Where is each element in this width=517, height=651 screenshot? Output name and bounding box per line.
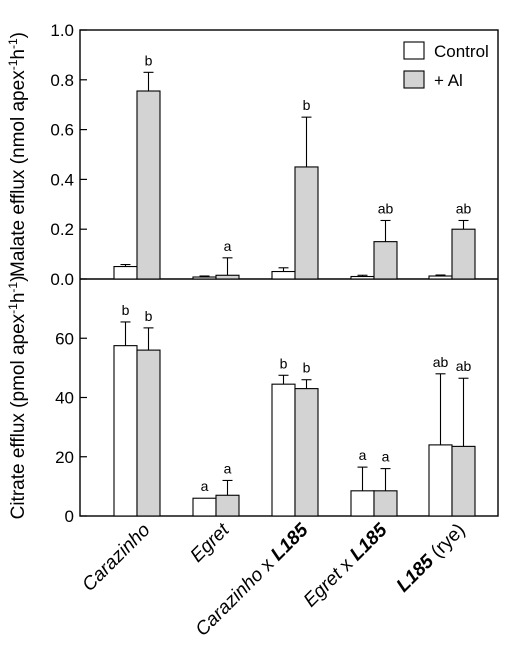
y-axis-title-part: -1 (6, 282, 20, 293)
y-tick-label: 0.8 (50, 71, 74, 90)
bar-al (136, 349, 161, 517)
bar-al (451, 445, 476, 517)
bar-al (373, 241, 398, 280)
significance-label: b (280, 355, 288, 371)
bar-control (428, 275, 453, 280)
y-axis-title-part: h (8, 49, 29, 60)
y-tick-label: 0.0 (50, 270, 74, 289)
y-tick-label: 40 (55, 389, 74, 408)
y-axis-title-part: ) (8, 32, 29, 38)
bar-control (113, 345, 138, 517)
x-category-label-part: Egret (187, 519, 234, 566)
x-category-label-part: L185 (346, 519, 392, 565)
y-tick-label: 0.6 (50, 121, 74, 140)
bar-al (294, 388, 319, 517)
bar-control (192, 276, 217, 280)
significance-label: a (201, 478, 209, 494)
bar-control (113, 265, 138, 280)
x-category-label: Egret (187, 519, 234, 566)
significance-label: ab (378, 200, 394, 216)
y-tick-label: 60 (55, 329, 74, 348)
bar-al (136, 90, 161, 280)
x-category-label-part: Carazinho (78, 520, 154, 596)
y-tick-label: 0.4 (50, 170, 74, 189)
bar-al (373, 490, 398, 517)
x-category-label-part: (rye) (423, 520, 469, 566)
legend-label: + Al (434, 71, 463, 90)
y-tick-label: 20 (55, 448, 74, 467)
x-category-label: Carazinho (78, 520, 154, 596)
bar-control (350, 275, 375, 280)
bar-control (350, 490, 375, 517)
bar-al (294, 166, 319, 280)
y-tick-label: 0 (65, 507, 74, 526)
significance-label: b (303, 97, 311, 113)
significance-label: a (224, 238, 232, 254)
y-axis-title-part: -1 (6, 303, 20, 314)
y-axis-title-part: Citrate efflux (pmol apex (8, 313, 29, 519)
x-category-label: L185 (rye) (393, 520, 470, 597)
y-tick-label: 0.2 (50, 220, 74, 239)
significance-label: ab (433, 354, 449, 370)
y-tick-label: 1.0 (50, 21, 74, 40)
significance-label: b (145, 308, 153, 324)
y-axis-title-part: -1 (6, 38, 20, 49)
bar-al (215, 274, 240, 280)
y-axis-title: Citrate efflux (pmol apex-1h-1) (6, 276, 29, 520)
y-axis-title-part: Malate efflux (nmol apex (8, 70, 29, 277)
x-category-label-part: Carazinho (192, 564, 268, 640)
significance-label: a (382, 449, 390, 465)
x-category-label: Egret x L185 (300, 519, 392, 611)
bar-control (428, 444, 453, 517)
panel-top: 0.0 0.2 0.4 0.6 0.8 1.0 Malate efflux (nmol ap… (6, 21, 489, 289)
significance-label: a (224, 460, 232, 476)
significance-label: ab (456, 358, 472, 374)
bar-control (271, 383, 296, 517)
bar-al (215, 494, 240, 517)
legend-label: Control (434, 42, 489, 61)
legend-swatch (403, 70, 425, 89)
significance-label: a (359, 447, 367, 463)
legend-swatch (403, 41, 425, 60)
significance-label: b (303, 360, 311, 376)
bar-control (271, 270, 296, 280)
significance-label: b (145, 52, 153, 68)
y-axis-title: Malate efflux (nmol apex-1h-1) (6, 32, 29, 277)
x-category-label-part: L185 (267, 519, 313, 565)
significance-label: ab (456, 200, 472, 216)
y-axis-title-part: -1 (6, 59, 20, 70)
bar-al (451, 228, 476, 280)
legend: Control + Al (403, 41, 489, 90)
y-axis-title-part: ) (8, 276, 29, 282)
bar-control (192, 497, 217, 517)
significance-label: b (122, 302, 130, 318)
y-axis-title-part: h (8, 293, 29, 304)
